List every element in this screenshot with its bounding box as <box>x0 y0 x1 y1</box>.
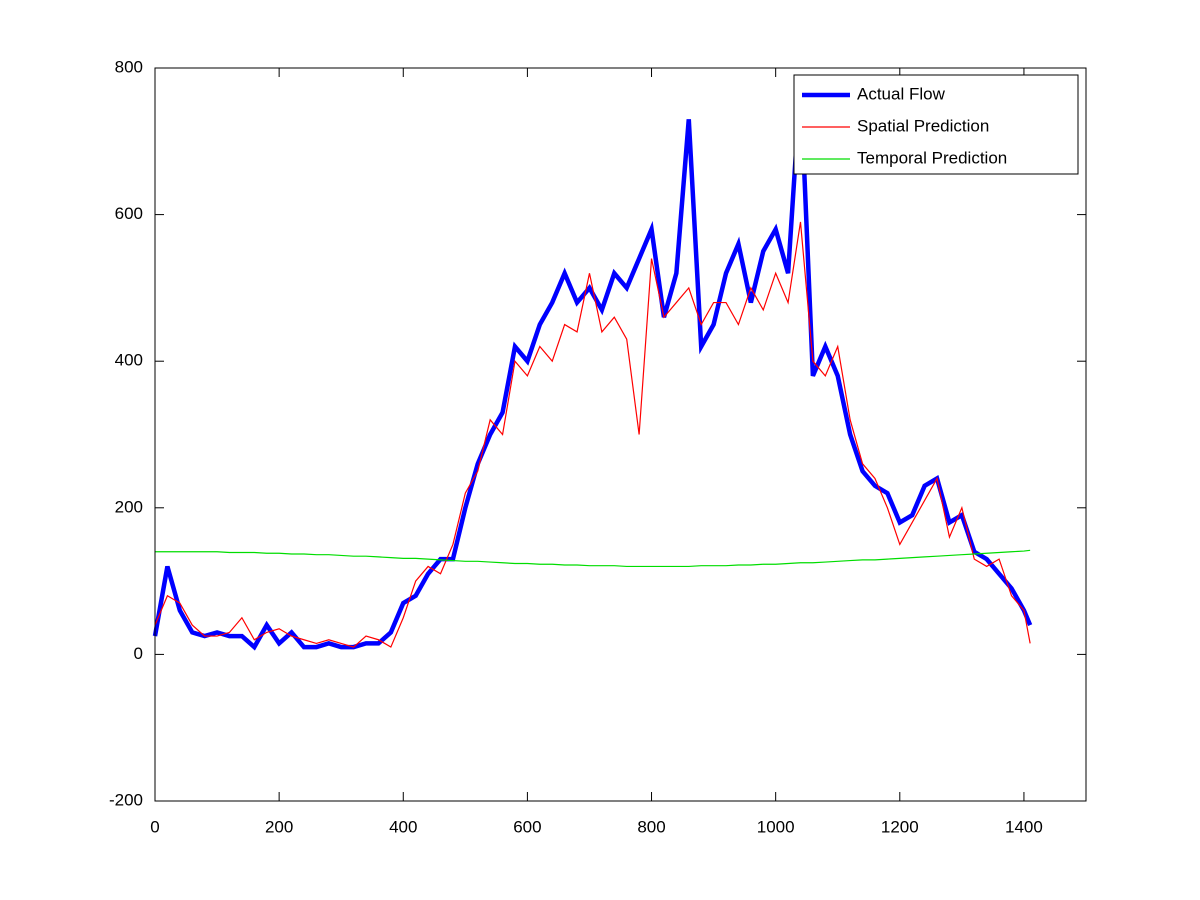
data-line <box>155 549 1031 568</box>
data-line <box>152 82 1033 651</box>
legend-label: Spatial Prediction <box>857 116 989 135</box>
legend-label: Temporal Prediction <box>857 148 1007 167</box>
x-tick-label: 1000 <box>757 817 795 836</box>
plot-frame <box>154 67 1087 802</box>
y-tick-label: 0 <box>134 644 143 663</box>
x-tick-label: 200 <box>265 817 293 836</box>
y-tick-label: -200 <box>109 790 143 809</box>
y-tick-label: 200 <box>115 497 143 516</box>
y-tick-label: 600 <box>115 204 143 223</box>
x-tick-label: 600 <box>513 817 541 836</box>
y-tick-label: 800 <box>115 57 143 76</box>
y-tick-label: 400 <box>115 351 143 370</box>
x-tick-label: 1400 <box>1005 817 1043 836</box>
data-line <box>154 221 1031 648</box>
legend-box <box>793 74 1079 175</box>
x-tick-label: 0 <box>150 817 159 836</box>
x-tick-label: 400 <box>389 817 417 836</box>
x-tick-label: 1200 <box>881 817 919 836</box>
legend-label: Actual Flow <box>857 84 946 103</box>
x-tick-label: 800 <box>637 817 665 836</box>
